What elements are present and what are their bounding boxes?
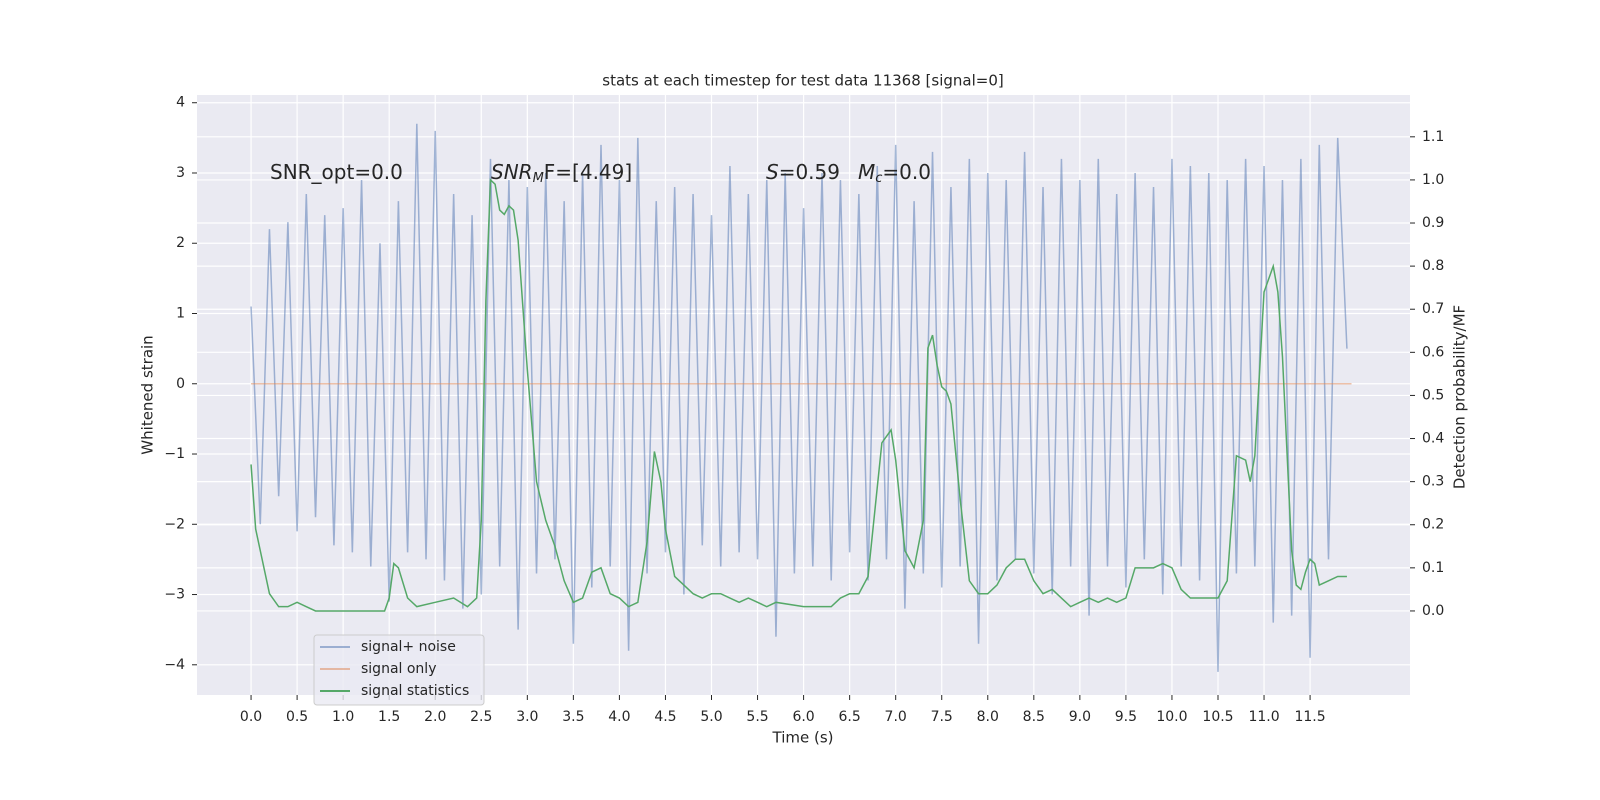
x-tick-label: 5.5 xyxy=(746,709,768,725)
annotation: SNRMF=[4.49] xyxy=(491,160,632,186)
annotation: SNR_opt=0.0 xyxy=(270,160,403,184)
annotation-part: S xyxy=(766,160,779,184)
x-tick-label: 2.0 xyxy=(424,709,446,725)
x-tick-label: 6.0 xyxy=(792,709,814,725)
x-tick-label: 10.0 xyxy=(1156,709,1187,725)
x-tick-label: 9.5 xyxy=(1115,709,1137,725)
y-axis-label: Whitened strain xyxy=(139,335,157,454)
x-tick-label: 9.0 xyxy=(1069,709,1091,725)
y-tick-label: −1 xyxy=(164,446,185,462)
series-line xyxy=(250,123,1348,672)
y2-tick-label: 0.4 xyxy=(1422,431,1444,447)
y2-tick-label: 0.3 xyxy=(1422,474,1444,490)
annotation-part: =0.59 xyxy=(779,160,840,184)
annotation-part: c xyxy=(875,171,882,186)
x-tick-label: 7.5 xyxy=(931,709,953,725)
x-tick-label: 6.5 xyxy=(839,709,861,725)
legend-box xyxy=(313,634,485,706)
annotation-part: SNR_opt=0.0 xyxy=(270,160,403,184)
y-tick-label: 0 xyxy=(176,376,185,392)
y-tick-label: 1 xyxy=(176,306,185,322)
y2-tick-label: 0.0 xyxy=(1422,603,1444,619)
annotation: S=0.59 xyxy=(766,160,840,184)
annotation-part: SNR xyxy=(491,160,533,184)
legend-label: signal only xyxy=(361,661,436,677)
x-tick-label: 11.0 xyxy=(1248,709,1279,725)
x-tick-label: 1.5 xyxy=(378,709,400,725)
y2-tick-label: 0.8 xyxy=(1422,258,1444,274)
y-tick-label: −4 xyxy=(164,657,185,673)
legend-label: signal statistics xyxy=(361,683,469,699)
y2-tick-label: 1.0 xyxy=(1422,172,1444,188)
y-tick-label: −2 xyxy=(164,516,185,532)
y-tick-label: 2 xyxy=(176,235,185,251)
y2-tick-label: 1.1 xyxy=(1422,129,1444,145)
annotation-part: =0.0 xyxy=(882,160,931,184)
x-tick-label: 1.0 xyxy=(332,709,354,725)
y2-tick-label: 0.9 xyxy=(1422,215,1444,231)
annotation: Mc=0.0 xyxy=(858,160,931,186)
x-tick-label: 4.5 xyxy=(654,709,676,725)
y2-tick-label: 0.6 xyxy=(1422,344,1444,360)
y2-tick-label: 0.5 xyxy=(1422,387,1444,403)
x-tick-label: 8.5 xyxy=(1023,709,1045,725)
annotation-part: M xyxy=(858,160,875,184)
x-tick-label: 3.5 xyxy=(562,709,584,725)
x-tick-label: 10.5 xyxy=(1202,709,1233,725)
series-line xyxy=(250,178,1347,612)
y-tick-label: 3 xyxy=(176,165,185,181)
x-tick-label: 7.0 xyxy=(885,709,907,725)
annotation-part: F=[4.49] xyxy=(544,160,632,184)
x-tick-label: 2.5 xyxy=(470,709,492,725)
y2-tick-label: 0.2 xyxy=(1422,517,1444,533)
x-tick-label: 3.0 xyxy=(516,709,538,725)
x-axis-label: Time (s) xyxy=(772,729,834,747)
y-tick-label: −3 xyxy=(164,587,185,603)
x-tick-label: 0.0 xyxy=(240,709,262,725)
y2-tick-label: 0.7 xyxy=(1422,301,1444,317)
x-tick-label: 11.5 xyxy=(1294,709,1325,725)
y-tick-label: 4 xyxy=(176,95,185,111)
x-tick-label: 8.0 xyxy=(977,709,999,725)
chart-title: stats at each timestep for test data 113… xyxy=(602,72,1003,90)
y2-tick-label: 0.1 xyxy=(1422,560,1444,576)
x-tick-label: 4.0 xyxy=(608,709,630,725)
y2-axis-label: Detection probability/MF xyxy=(1451,305,1469,489)
legend-label: signal+ noise xyxy=(361,639,456,655)
x-tick-label: 5.0 xyxy=(700,709,722,725)
annotation-part: M xyxy=(533,171,544,186)
x-tick-label: 0.5 xyxy=(286,709,308,725)
